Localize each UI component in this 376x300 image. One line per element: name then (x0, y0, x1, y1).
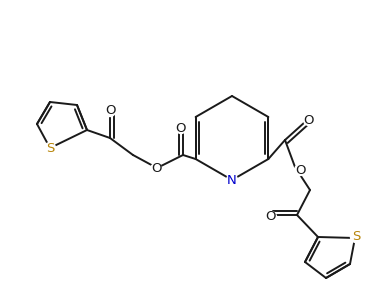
Circle shape (44, 142, 56, 154)
Circle shape (105, 106, 115, 116)
Text: O: O (176, 122, 186, 134)
Text: S: S (46, 142, 54, 154)
Circle shape (350, 232, 361, 242)
Text: O: O (295, 164, 305, 176)
Text: O: O (151, 163, 161, 176)
Text: O: O (105, 104, 115, 118)
Circle shape (294, 164, 305, 175)
Text: S: S (352, 230, 360, 244)
Circle shape (226, 175, 238, 185)
Text: O: O (304, 113, 314, 127)
Circle shape (265, 212, 276, 223)
Circle shape (303, 115, 314, 125)
Text: O: O (266, 211, 276, 224)
Circle shape (150, 164, 162, 175)
Circle shape (176, 122, 186, 134)
Text: N: N (227, 173, 237, 187)
